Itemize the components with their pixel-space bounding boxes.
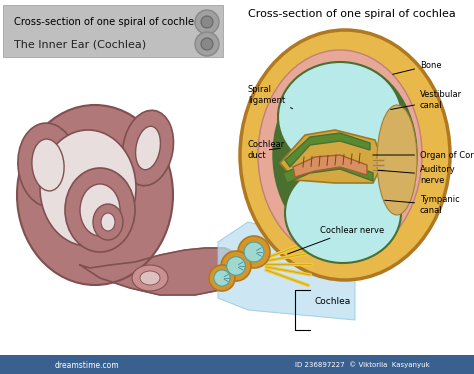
Text: Vestibular
canal: Vestibular canal xyxy=(391,90,462,110)
Ellipse shape xyxy=(40,130,136,246)
Bar xyxy=(0,355,474,374)
Ellipse shape xyxy=(122,110,173,186)
Polygon shape xyxy=(280,130,383,183)
Circle shape xyxy=(201,16,213,28)
Polygon shape xyxy=(218,222,355,320)
FancyBboxPatch shape xyxy=(3,5,223,57)
Ellipse shape xyxy=(136,126,160,170)
Text: Auditory
nerve: Auditory nerve xyxy=(378,165,456,185)
Text: Cochlear
duct: Cochlear duct xyxy=(248,140,285,160)
Polygon shape xyxy=(80,248,245,295)
Ellipse shape xyxy=(240,30,450,280)
Circle shape xyxy=(201,38,213,50)
Ellipse shape xyxy=(101,213,115,231)
Ellipse shape xyxy=(278,62,402,172)
Ellipse shape xyxy=(140,271,160,285)
Circle shape xyxy=(221,251,251,281)
Text: The Inner Ear (Cochlea): The Inner Ear (Cochlea) xyxy=(14,39,146,49)
Text: Tympanic
canal: Tympanic canal xyxy=(385,195,460,215)
Circle shape xyxy=(238,236,270,268)
Text: Cochlear nerve: Cochlear nerve xyxy=(288,226,384,254)
Text: ID 236897227  © Viktoriia  Kasyanyuk: ID 236897227 © Viktoriia Kasyanyuk xyxy=(295,362,430,368)
Circle shape xyxy=(209,265,235,291)
Polygon shape xyxy=(293,155,367,177)
Ellipse shape xyxy=(285,163,401,263)
Ellipse shape xyxy=(32,139,64,191)
Text: Spiral
ligament: Spiral ligament xyxy=(248,85,292,109)
Text: Cross-section of one spiral of cochlea: Cross-section of one spiral of cochlea xyxy=(248,9,456,19)
Polygon shape xyxy=(60,240,130,280)
Text: dreamstime.com: dreamstime.com xyxy=(55,361,119,370)
Text: Cross-section of one spiral of cochlea: Cross-section of one spiral of cochlea xyxy=(14,17,200,27)
Ellipse shape xyxy=(273,63,417,247)
Circle shape xyxy=(195,10,219,34)
Ellipse shape xyxy=(93,204,123,240)
Ellipse shape xyxy=(65,168,135,252)
Polygon shape xyxy=(283,160,373,183)
Ellipse shape xyxy=(80,184,120,236)
Ellipse shape xyxy=(258,50,422,260)
Text: Bone: Bone xyxy=(392,61,442,74)
Circle shape xyxy=(214,270,230,286)
Ellipse shape xyxy=(18,123,78,207)
Ellipse shape xyxy=(132,265,168,291)
Text: Organ of Corti: Organ of Corti xyxy=(373,150,474,159)
Polygon shape xyxy=(285,133,370,167)
Circle shape xyxy=(195,32,219,56)
Circle shape xyxy=(244,242,264,262)
Circle shape xyxy=(227,257,246,275)
Text: Cochlea: Cochlea xyxy=(315,297,351,307)
Ellipse shape xyxy=(377,105,417,215)
Ellipse shape xyxy=(17,105,173,285)
